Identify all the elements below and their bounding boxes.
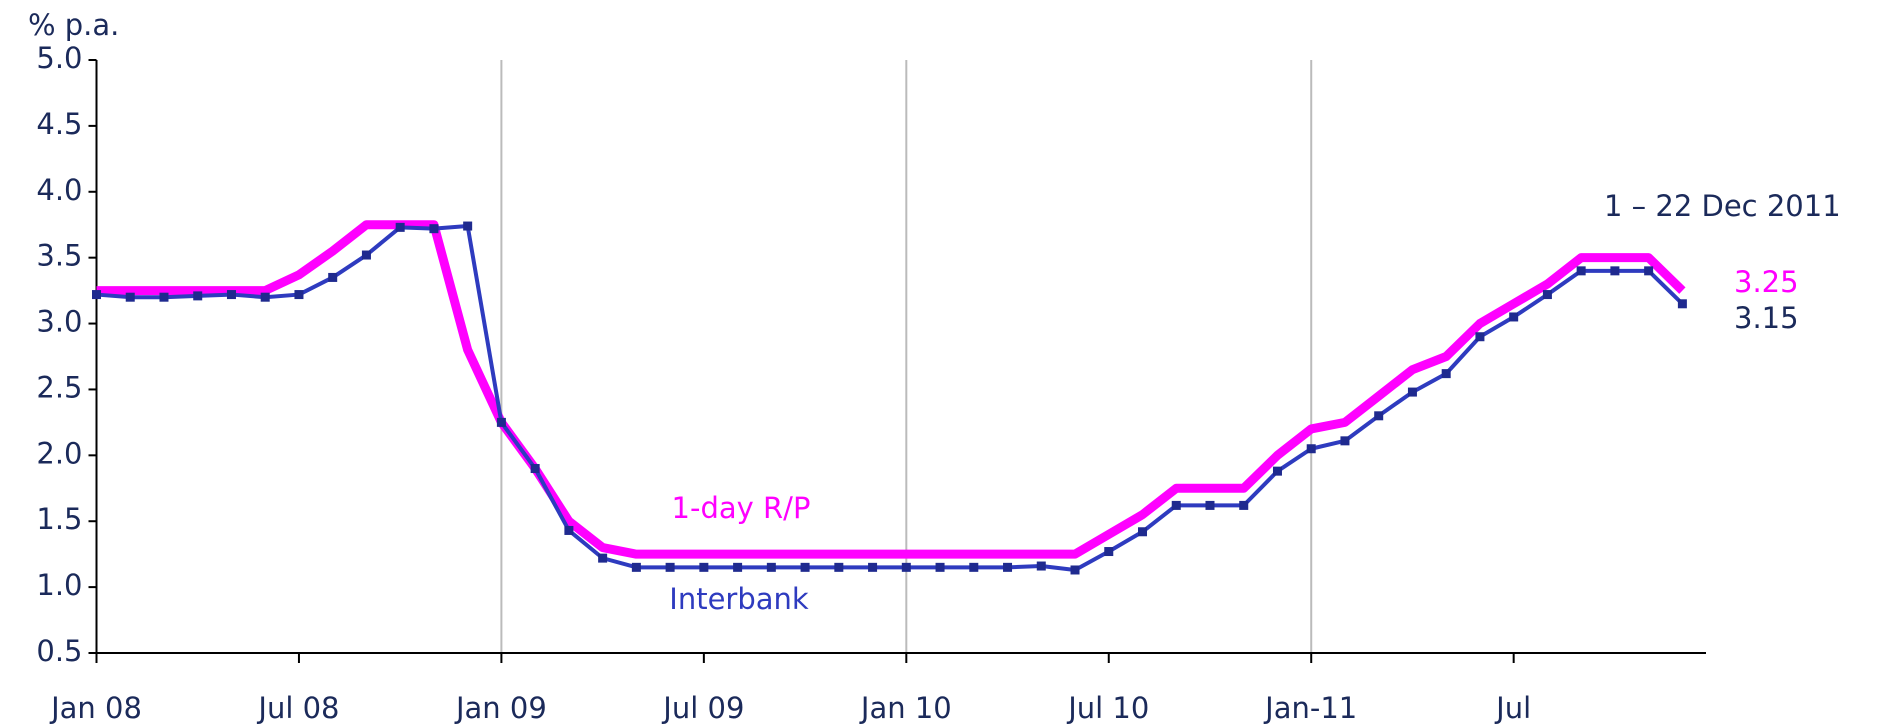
marker — [193, 291, 203, 301]
marker — [1475, 332, 1485, 342]
x-tick-label: Jan 08 — [49, 691, 142, 725]
marker — [1542, 290, 1552, 300]
marker — [159, 292, 169, 302]
marker — [733, 562, 743, 572]
marker — [901, 562, 911, 572]
marker — [1036, 561, 1046, 571]
marker — [598, 553, 608, 563]
y-tick-label: 0.5 — [36, 634, 82, 668]
marker — [665, 562, 675, 572]
x-tick-label: Jul — [1494, 691, 1531, 725]
marker — [125, 292, 135, 302]
x-tick-label: Jan 09 — [454, 691, 547, 725]
end-label: 3.15 — [1734, 301, 1799, 335]
marker — [1171, 500, 1181, 510]
marker — [935, 562, 945, 572]
marker — [1070, 565, 1080, 575]
marker — [1239, 500, 1249, 510]
marker — [395, 222, 405, 232]
marker — [969, 562, 979, 572]
marker — [429, 224, 439, 234]
x-tick-label: Jan-11 — [1263, 691, 1357, 725]
marker — [1610, 266, 1620, 276]
y-tick-label: 4.5 — [36, 107, 82, 141]
marker — [1104, 547, 1114, 557]
y-tick-label: 2.0 — [36, 436, 82, 470]
marker — [1340, 436, 1350, 446]
y-axis-label: % p.a. — [28, 8, 119, 42]
annotation: 1 – 22 Dec 2011 — [1604, 189, 1841, 223]
x-tick-label: Jul 10 — [1066, 691, 1149, 725]
series-label: 1-day R/P — [672, 491, 811, 525]
marker — [1644, 266, 1654, 276]
marker — [1576, 266, 1586, 276]
x-tick-label: Jul 09 — [661, 691, 744, 725]
marker — [1407, 387, 1417, 397]
marker — [800, 562, 810, 572]
y-tick-label: 1.5 — [36, 502, 82, 536]
marker — [496, 417, 506, 427]
marker — [294, 290, 304, 300]
y-tick-label: 1.0 — [36, 568, 82, 602]
y-tick-label: 3.5 — [36, 239, 82, 273]
y-tick-label: 3.0 — [36, 305, 82, 339]
marker — [361, 250, 371, 260]
marker — [1509, 312, 1519, 322]
x-tick-label: Jul 08 — [256, 691, 339, 725]
marker — [1272, 466, 1282, 476]
y-tick-label: 2.5 — [36, 370, 82, 404]
series-label: Interbank — [669, 582, 809, 616]
x-tick-label: Jan 10 — [859, 691, 952, 725]
marker — [260, 292, 270, 302]
marker — [328, 272, 338, 282]
end-label: 3.25 — [1734, 265, 1799, 299]
marker — [1374, 411, 1384, 421]
marker — [699, 562, 709, 572]
marker — [226, 290, 236, 300]
line — [96, 224, 1684, 572]
marker — [1306, 444, 1316, 454]
marker — [834, 562, 844, 572]
marker — [1677, 299, 1687, 309]
marker — [463, 221, 473, 231]
marker — [1205, 500, 1215, 510]
marker — [92, 290, 101, 300]
marker — [530, 464, 540, 474]
marker — [631, 562, 641, 572]
marker — [766, 562, 776, 572]
marker — [1003, 562, 1013, 572]
marker — [868, 562, 878, 572]
marker — [1441, 369, 1451, 379]
y-tick-label: 5.0 — [36, 41, 82, 75]
line — [96, 220, 1686, 559]
marker — [564, 525, 574, 535]
marker — [1138, 527, 1148, 537]
y-tick-label: 4.0 — [36, 173, 82, 207]
